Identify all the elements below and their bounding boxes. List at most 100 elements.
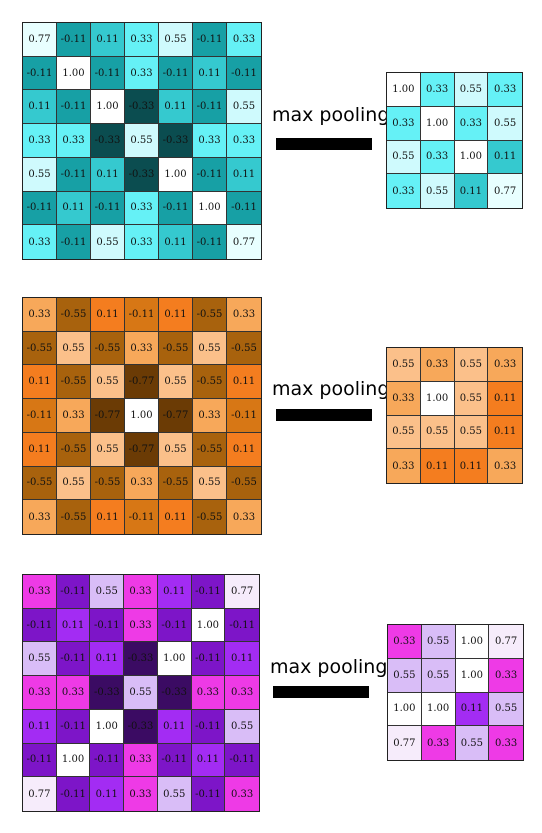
matrix-cell: 0.33 — [23, 575, 57, 609]
matrix-cell: 0.11 — [57, 191, 91, 226]
input-matrix: 0.33 -0.55 0.11 -0.11 0.11 -0.55 0.33 -0.55 0.55… — [22, 297, 262, 535]
matrix-cell: 0.33 — [489, 726, 523, 760]
matrix-cell: -0.11 — [90, 743, 125, 778]
matrix-cell: -0.77 — [125, 365, 159, 400]
matrix-cell: 0.33 — [488, 449, 522, 483]
matrix-cell: 0.55 — [57, 331, 91, 366]
matrix-cell: -0.55 — [159, 331, 193, 366]
matrix-cell: 0.11 — [455, 692, 490, 727]
matrix-cell: -0.11 — [225, 743, 259, 778]
matrix-cell: -0.33 — [159, 124, 193, 158]
matrix-cell: 0.33 — [420, 140, 455, 175]
matrix-cell: -0.55 — [57, 365, 91, 400]
matrix-cell: -0.55 — [227, 466, 261, 501]
matrix-cell: 0.33 — [489, 658, 523, 693]
matrix-cell: -0.77 — [159, 399, 193, 433]
matrix-cell: 1.00 — [455, 658, 490, 693]
matrix-cell: -0.11 — [57, 90, 91, 125]
matrix-cell: 0.55 — [489, 692, 523, 727]
matrix-cell: 0.11 — [193, 56, 227, 91]
matrix-cell: 0.11 — [488, 415, 522, 450]
matrix-cell: 0.33 — [23, 124, 57, 158]
matrix-cell: 0.11 — [90, 642, 125, 677]
matrix-cell: 0.77 — [23, 23, 57, 57]
matrix-cell: -0.33 — [157, 676, 192, 710]
matrix-cell: 0.33 — [23, 500, 57, 534]
matrix-cell: 0.33 — [387, 381, 421, 416]
matrix-cell: -0.33 — [125, 90, 159, 125]
matrix-cell: 0.11 — [159, 298, 193, 332]
matrix-cell: -0.11 — [191, 709, 226, 744]
matrix-cell: 0.33 — [488, 348, 522, 382]
matrix-cell: -0.11 — [125, 500, 159, 534]
matrix-cell: -0.55 — [57, 432, 91, 467]
matrix-cell: 0.11 — [488, 381, 522, 416]
matrix-cell: 0.55 — [159, 365, 193, 400]
matrix-cell: 0.55 — [125, 124, 159, 158]
matrix-cell: 0.11 — [225, 642, 259, 677]
matrix-cell: -0.11 — [91, 56, 125, 91]
matrix-cell: 1.00 — [420, 106, 455, 141]
matrix-cell: 1.00 — [191, 608, 226, 643]
input-matrix: 0.33 -0.11 0.55 0.33 0.11 -0.11 0.77 -0.11 0.11-… — [22, 574, 260, 812]
matrix-cell: 0.33 — [125, 225, 159, 259]
matrix-cell: 0.55 — [488, 106, 522, 141]
matrix-cell: 1.00 — [454, 140, 489, 175]
matrix-cell: 0.55 — [159, 432, 193, 467]
matrix-cell: 0.77 — [488, 174, 522, 208]
matrix-cell: -0.11 — [23, 743, 57, 778]
matrix-cell: 0.11 — [227, 432, 261, 467]
matrix-cell: 0.55 — [157, 777, 192, 811]
matrix-cell: 0.55 — [387, 140, 421, 175]
matrix-cell: 0.11 — [90, 777, 125, 811]
matrix-cell: 0.11 — [227, 157, 261, 192]
matrix-cell: 0.55 — [421, 625, 456, 659]
matrix-cell: -0.33 — [90, 676, 125, 710]
matrix-cell: 1.00 — [387, 73, 421, 107]
matrix-cell: 1.00 — [193, 191, 227, 226]
matrix-cell: 0.77 — [23, 777, 57, 811]
matrix-cell: -0.55 — [193, 432, 227, 467]
matrix-cell: 0.11 — [191, 743, 226, 778]
matrix-cell: 0.11 — [91, 157, 125, 192]
matrix-cell: -0.55 — [193, 298, 227, 332]
matrix-cell: 1.00 — [455, 625, 490, 659]
matrix-cell: -0.11 — [23, 56, 57, 91]
matrix-cell: 0.33 — [23, 225, 57, 259]
matrix-cell: 0.33 — [125, 466, 159, 501]
matrix-cell: 0.11 — [227, 365, 261, 400]
matrix-cell: -0.11 — [91, 191, 125, 226]
matrix-cell: -0.11 — [191, 575, 226, 609]
matrix-cell: 0.55 — [57, 466, 91, 501]
matrix-cell: 0.11 — [157, 575, 192, 609]
matrix-cell: 0.77 — [489, 625, 523, 659]
matrix-cell: 0.55 — [193, 466, 227, 501]
matrix-cell: 0.55 — [387, 348, 421, 382]
matrix-cell: 0.33 — [124, 777, 158, 811]
matrix-cell: -0.11 — [56, 777, 91, 811]
matrix-cell: 0.11 — [159, 225, 193, 259]
matrix-cell: 0.77 — [225, 575, 259, 609]
pooling-arrow-bar — [276, 409, 372, 421]
matrix-cell: 0.33 — [124, 608, 158, 643]
matrix-cell: 0.11 — [56, 608, 91, 643]
matrix-cell: 1.00 — [125, 399, 159, 433]
matrix-cell: -0.11 — [23, 191, 57, 226]
pooling-arrow-bar — [276, 138, 372, 150]
matrix-cell: -0.55 — [23, 466, 57, 501]
matrix-cell: 0.55 — [91, 225, 125, 259]
matrix-cell: 0.55 — [90, 575, 125, 609]
matrix-cell: -0.11 — [193, 157, 227, 192]
matrix-cell: 0.11 — [454, 174, 489, 208]
output-matrix: 0.55 0.33 0.55 0.33 0.33 1.00 0.55 0.11 0.55 0.55… — [386, 347, 523, 484]
matrix-cell: -0.11 — [191, 777, 226, 811]
matrix-cell: -0.11 — [227, 56, 261, 91]
output-matrix: 0.33 0.55 1.00 0.77 0.55 0.55 1.00 0.33 1.00 1.00… — [387, 624, 524, 761]
matrix-cell: -0.11 — [193, 90, 227, 125]
matrix-cell: 0.33 — [193, 399, 227, 433]
matrix-cell: 0.77 — [227, 225, 261, 259]
matrix-cell: 0.55 — [225, 709, 259, 744]
matrix-cell: -0.11 — [157, 608, 192, 643]
matrix-cell: 0.55 — [159, 23, 193, 57]
matrix-cell: -0.11 — [56, 575, 91, 609]
